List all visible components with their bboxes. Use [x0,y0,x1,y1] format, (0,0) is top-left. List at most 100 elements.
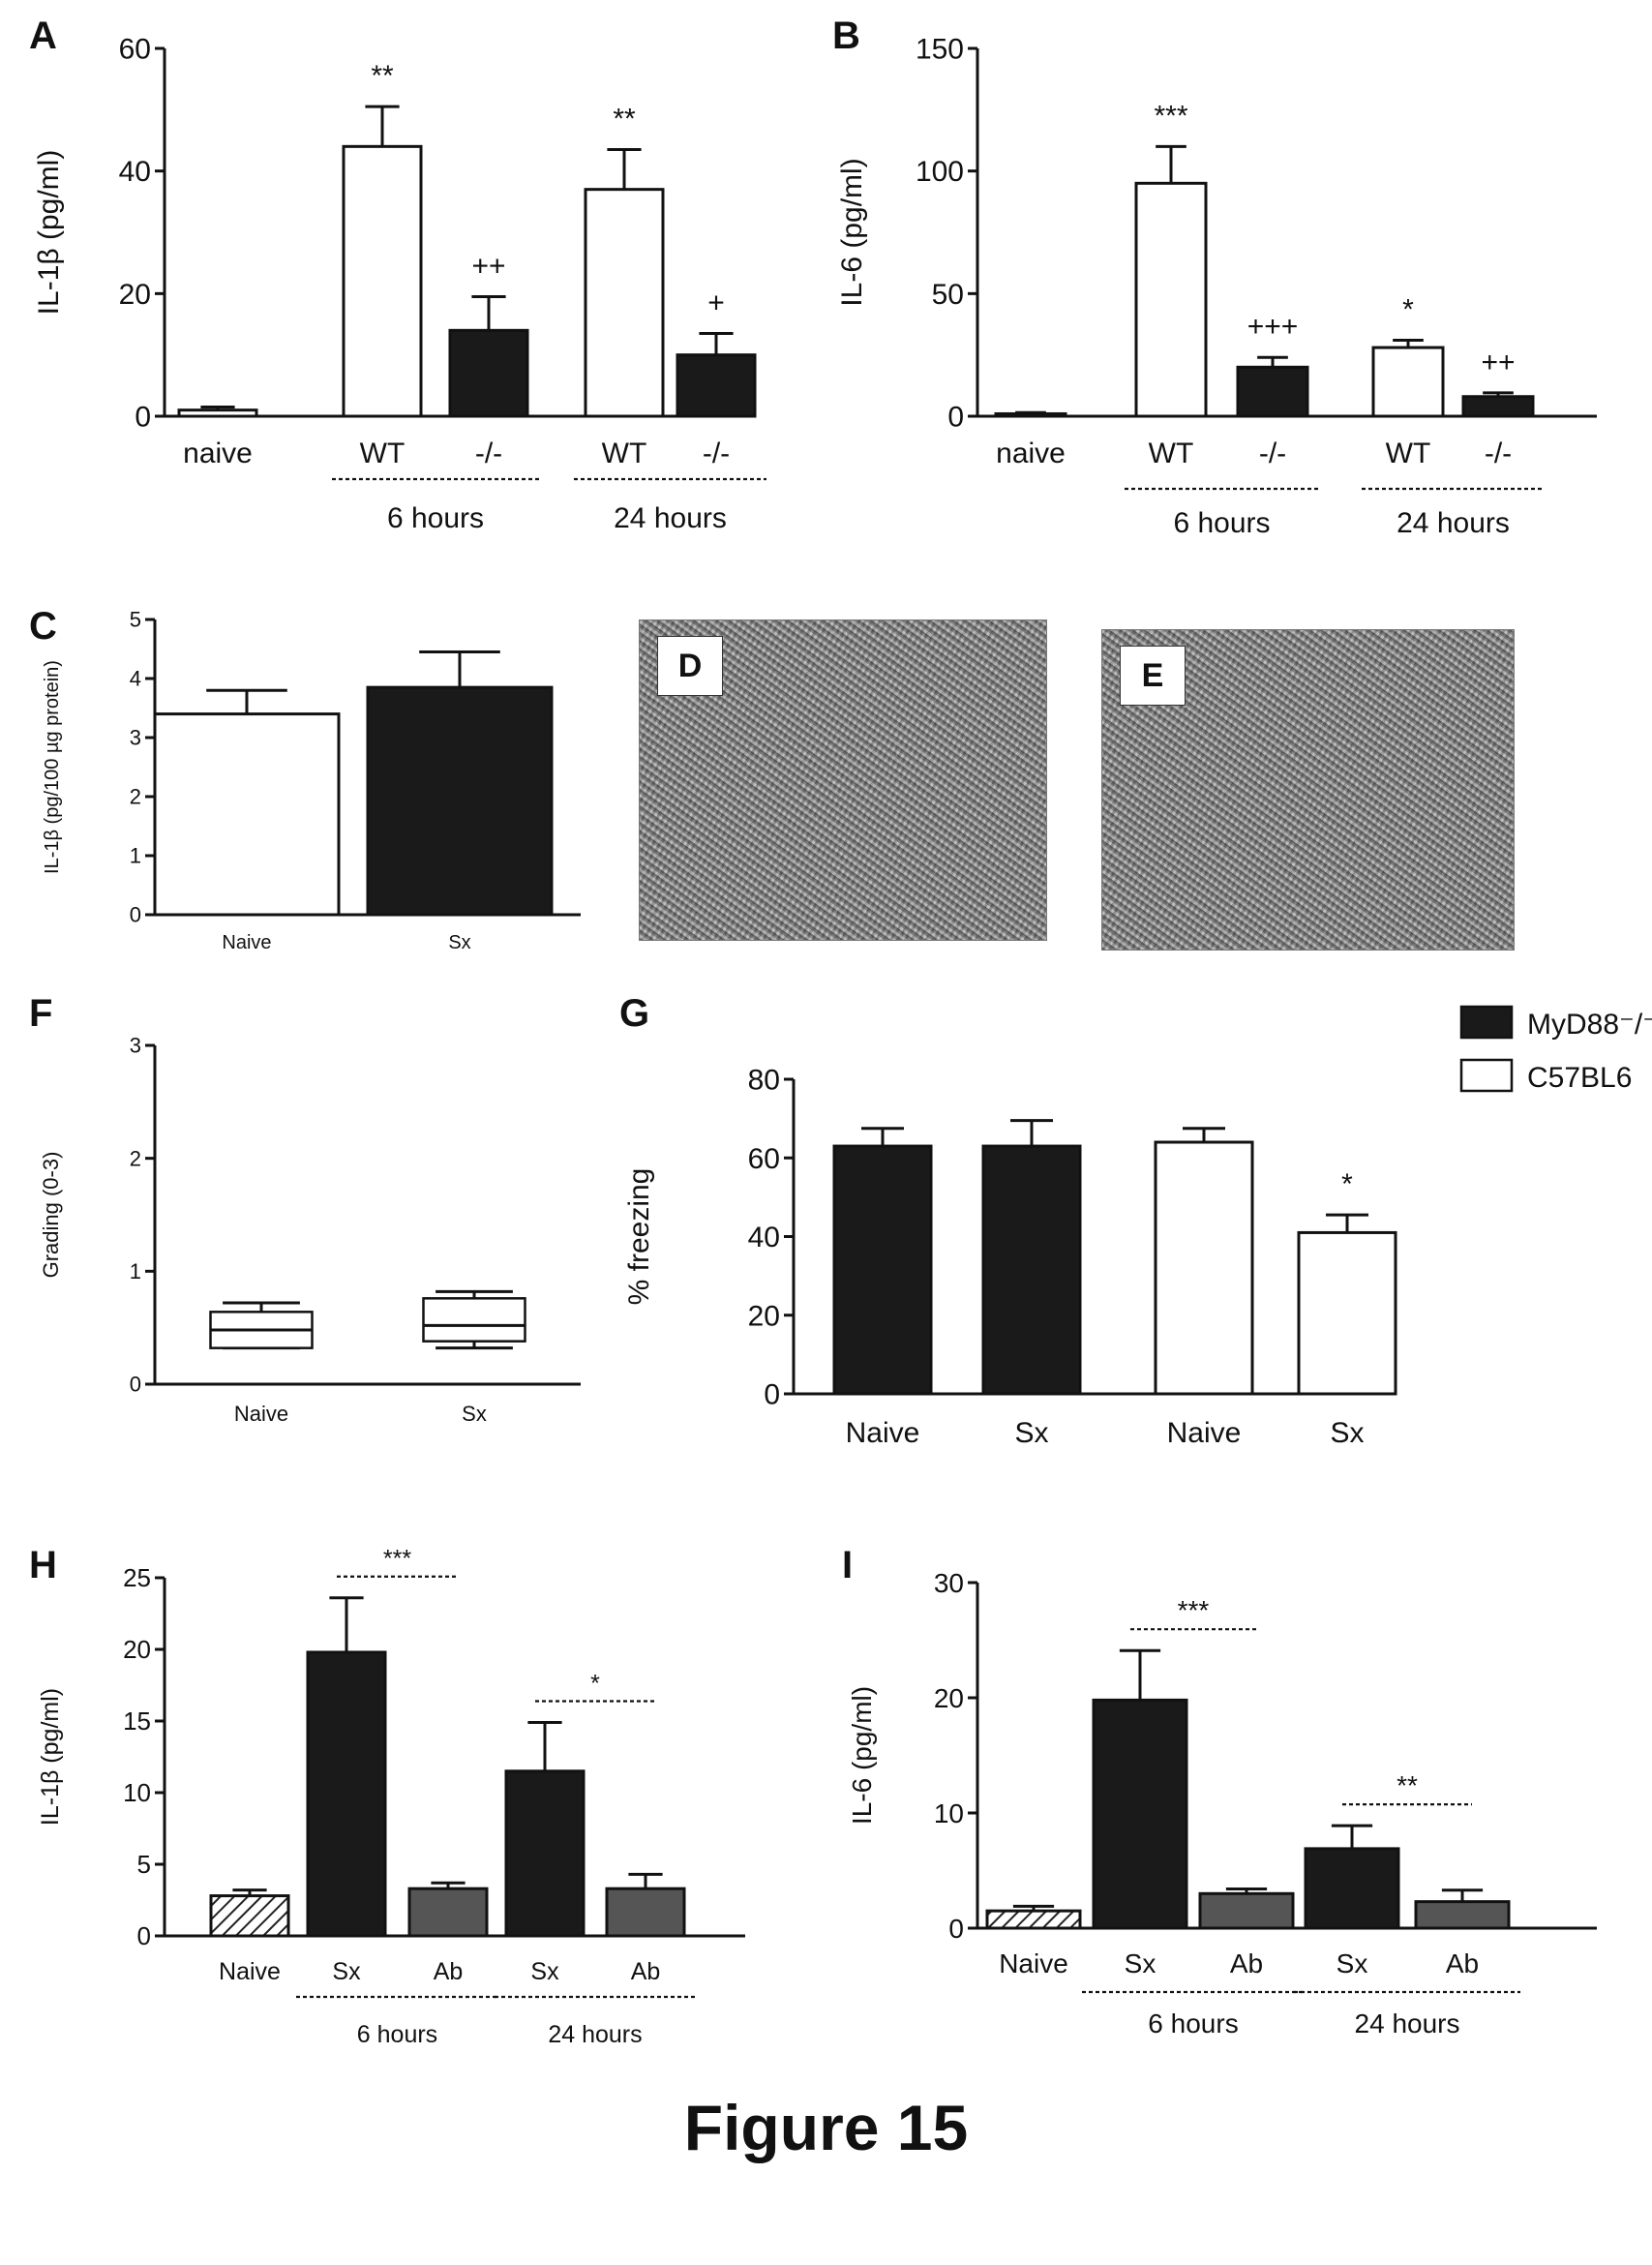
bar-2 [342,144,423,418]
bar-2 [1134,181,1208,418]
y-tick-label: 15 [123,1706,151,1736]
y-tick-label: 150 [916,34,964,66]
bar-1 [209,1894,290,1938]
significance-mark: * [1341,1168,1353,1200]
y-tick-label: 1 [130,1259,141,1284]
y-tick-label: 0 [764,1379,780,1411]
y-tick-label: 20 [934,1683,964,1713]
significance-mark: * [590,1670,600,1697]
y-tick-label: 80 [748,1065,780,1097]
x-tick-label: Naive [219,1958,281,1985]
panel-letter-a: A [29,15,57,57]
x-tick-label: Sx [1125,1948,1156,1978]
bar-1 [994,411,1067,418]
group-label: 24 hours [1397,507,1510,539]
bar-1 [985,1909,1082,1930]
y-tick-label: 5 [130,608,141,632]
bar-2 [1092,1698,1188,1930]
y-tick-label: 0 [948,1914,964,1944]
x-tick-label: WT [1149,438,1194,469]
y-tick-label: 0 [130,903,141,927]
y-axis-label: IL-1β (pg/ml) [37,1688,64,1826]
legend-swatch [1459,1058,1514,1093]
significance-mark: *** [383,1546,411,1573]
bar-3 [1198,1891,1295,1930]
x-tick-label: -/- [1259,438,1286,469]
bar-5 [1461,395,1535,418]
chart-panel-a: A 0 20 40 60 IL-1β (pg/ml) naive WT ** -/- ++ WT ** -… [29,15,766,534]
y-tick-label: 10 [934,1798,964,1828]
x-tick-label: Sx [1337,1948,1368,1978]
y-tick-label: 0 [130,1373,141,1397]
x-tick-label: Ab [1230,1948,1263,1978]
bar-4 [504,1769,586,1938]
panel-letter-i: I [842,1544,853,1586]
x-tick-label: Naive [999,1948,1068,1978]
chart-panel-f: F 0 1 2 3 Grading (0-3) Naive Sx [29,992,581,1426]
x-tick-label: naive [996,438,1066,469]
y-tick-label: 0 [947,402,964,434]
x-tick-label: -/- [703,438,730,469]
micrograph-d-label: D [657,636,723,696]
y-axis-label: IL-6 (pg/ml) [847,1686,877,1825]
micrograph-d: D [639,619,1047,941]
y-tick-label: 1 [130,844,141,868]
bar-3 [407,1887,489,1938]
x-tick-label: Naive [1167,1417,1242,1449]
bar-5 [1414,1900,1511,1930]
x-tick-label: Sx [448,932,470,953]
bar-3 [1154,1140,1254,1396]
x-tick-label: Sx [462,1402,487,1426]
panel-letter-f: F [29,992,52,1035]
x-tick-label: Sx [530,1958,559,1985]
group-label: 6 hours [387,502,484,534]
significance-mark: ** [1397,1770,1418,1800]
y-tick-label: 40 [748,1222,780,1253]
chart-panel-c: C 0 1 2 3 4 5 IL-1β (pg/100 µg protein) Naive Sx [29,605,581,953]
micrograph-e-label: E [1120,646,1186,706]
significance-mark: +++ [1247,311,1299,343]
chart-panel-b: B 0 50 100 150 IL-6 (pg/ml) naive WT *** -/- +++ WT… [832,15,1597,539]
bar-2 [981,1144,1082,1396]
y-tick-label: 30 [934,1568,964,1598]
significance-mark: ** [613,104,636,136]
x-tick-label: Naive [234,1402,288,1426]
x-tick-label: naive [183,438,253,469]
y-tick-label: 20 [748,1300,780,1332]
x-tick-label: -/- [475,438,502,469]
x-tick-label: WT [602,438,647,469]
y-tick-label: 100 [916,156,964,188]
x-tick-label: WT [360,438,405,469]
group-label: 24 hours [1355,2008,1460,2038]
figure-caption: Figure 15 [683,2092,969,2163]
bar-2 [306,1650,387,1938]
y-tick-label: 60 [748,1143,780,1175]
legend-entry: MyD88⁻/⁻ [1527,1009,1652,1041]
y-tick-label: 40 [119,156,151,188]
panel-letter-b: B [832,15,860,57]
y-tick-label: 50 [932,279,964,311]
y-tick-label: 10 [123,1778,151,1807]
y-tick-label: 3 [130,726,141,750]
x-tick-label: WT [1386,438,1431,469]
y-tick-label: 0 [137,1921,151,1950]
x-tick-label: Sx [1014,1417,1048,1449]
bar-3 [1236,365,1309,418]
significance-mark: ++ [1481,347,1515,378]
bar-2 [366,685,554,917]
y-tick-label: 2 [130,1146,141,1170]
group-label: 24 hours [548,2021,642,2048]
significance-mark: *** [1178,1595,1210,1625]
y-axis-label: Grading (0-3) [39,1152,63,1279]
significance-mark: * [1402,293,1414,325]
bar-4 [584,188,665,418]
x-tick-label: Naive [222,932,271,953]
bar-5 [676,353,757,418]
group-label: 6 hours [357,2021,437,2048]
bar-3 [448,328,529,418]
y-tick-label: 2 [130,785,141,809]
panel-letter-h: H [29,1544,57,1586]
y-tick-label: 25 [123,1563,151,1592]
y-tick-label: 3 [130,1034,141,1058]
bar-5 [605,1887,686,1938]
